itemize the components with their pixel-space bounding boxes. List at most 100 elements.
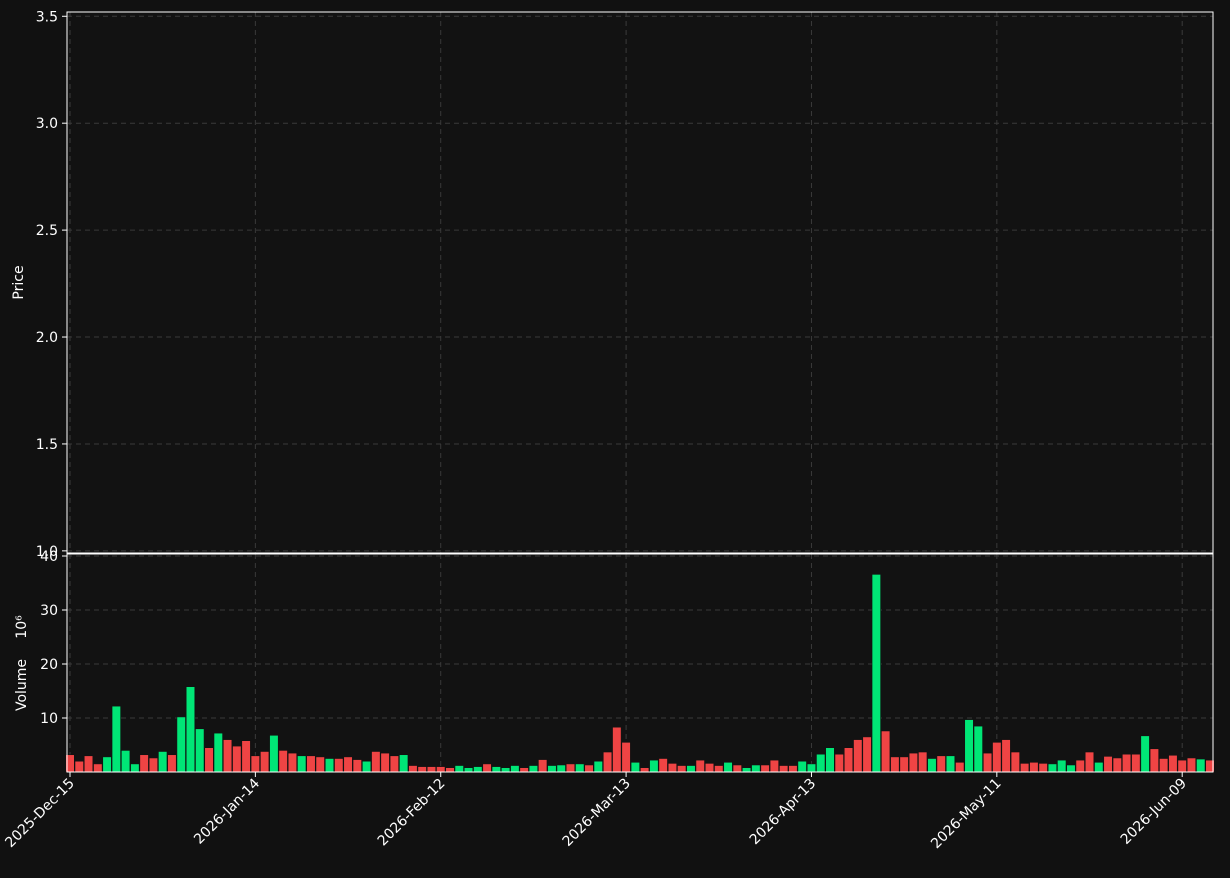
volume-bar	[1001, 739, 1011, 773]
volume-bar	[1112, 757, 1122, 773]
volume-bar	[121, 750, 131, 773]
volume-bar	[315, 756, 325, 773]
volume-bar	[287, 752, 298, 773]
volume-bar	[862, 736, 872, 773]
volume-bar	[463, 767, 474, 773]
volume-panel	[67, 554, 1213, 772]
volume-bar	[908, 752, 919, 773]
y-tick-label: 20	[40, 657, 58, 673]
volume-bar	[1168, 754, 1178, 773]
volume-bar	[278, 750, 288, 773]
volume-bar	[389, 755, 399, 773]
volume-bar	[899, 756, 909, 773]
volume-bar	[260, 751, 270, 773]
volume-bar	[1066, 764, 1076, 773]
volume-bar	[741, 767, 752, 773]
volume-bar	[945, 755, 956, 773]
volume-bar	[640, 767, 650, 773]
volume-bar	[408, 765, 418, 773]
volume-bar	[297, 755, 307, 773]
volume-bar	[695, 759, 705, 773]
y-tick-label: 2.5	[36, 223, 58, 239]
volume-bar	[176, 716, 186, 773]
volume-bar	[519, 767, 529, 773]
price-frame	[66, 11, 1214, 554]
volume-bar	[334, 758, 344, 773]
volume-bar	[1196, 758, 1206, 773]
volume-bar	[148, 757, 159, 773]
volume-bar	[704, 763, 715, 773]
volume-bar	[158, 751, 168, 773]
volume-bar	[834, 753, 844, 773]
volume-bar	[83, 755, 94, 773]
volume-bar	[361, 760, 372, 773]
volume-bar	[584, 764, 594, 773]
volume-bar	[769, 759, 779, 773]
volume-bar	[918, 751, 928, 773]
volume-bar	[436, 766, 446, 773]
y-tick-label: 2.0	[36, 330, 58, 346]
y-tick-label: 3.5	[36, 9, 58, 25]
y-tick-label: 40	[40, 549, 58, 565]
volume-bar	[111, 705, 121, 773]
volume-bar	[565, 763, 576, 773]
y-axis-label: Volume	[14, 659, 30, 711]
volume-bar	[130, 763, 140, 773]
volume-bar	[732, 764, 742, 773]
volume-bar	[612, 726, 622, 773]
y-tick-label: 10	[40, 711, 58, 727]
volume-bar	[380, 752, 390, 773]
y-tick-label: 3.0	[36, 116, 58, 132]
volume-bar	[890, 756, 900, 773]
volume-bar	[714, 765, 724, 773]
volume-bar	[528, 765, 539, 773]
volume-bar	[102, 756, 112, 773]
volume-bar	[843, 747, 854, 773]
volume-bar	[1047, 763, 1058, 773]
volume-bar	[658, 758, 668, 773]
volume-bar	[630, 761, 640, 773]
volume-bar	[1020, 763, 1030, 773]
y-axis-label: Price	[11, 265, 27, 299]
volume-bar	[816, 753, 826, 773]
volume-bar	[1140, 735, 1150, 773]
volume-bar	[343, 756, 353, 773]
volume-bar	[1038, 763, 1048, 773]
volume-bar	[556, 764, 566, 773]
volume-bar	[195, 728, 205, 773]
y-tick-label: 30	[40, 603, 58, 619]
volume-bar	[575, 763, 585, 773]
volume-bar	[779, 765, 789, 773]
volume-bar	[269, 734, 279, 773]
volume-bar	[927, 758, 937, 773]
volume-bar	[1131, 753, 1141, 773]
volume-bar	[417, 766, 427, 773]
volume-bar	[93, 763, 103, 773]
volume-bar	[213, 732, 223, 773]
volume-bar	[992, 741, 1002, 773]
volume-bar	[473, 766, 483, 773]
volume-bar	[602, 751, 613, 773]
volume-bar	[788, 765, 798, 773]
volume-bar	[1186, 757, 1197, 773]
volume-bar	[454, 765, 464, 773]
volume-bar	[352, 759, 362, 773]
volume-bar	[1149, 748, 1159, 773]
volume-bar	[167, 754, 177, 773]
volume-bar	[1159, 758, 1169, 773]
volume-bar	[1084, 751, 1095, 773]
volume-bar	[1121, 753, 1132, 773]
volume-bar	[74, 760, 84, 773]
volume-bar	[222, 739, 233, 773]
volume-bar	[232, 745, 242, 773]
volume-bar	[1103, 756, 1113, 773]
volume-bar	[501, 767, 511, 773]
volume-bar	[399, 754, 409, 773]
volume-bar	[241, 740, 251, 773]
y-tick-label: 1.5	[36, 437, 58, 453]
volume-bar	[1029, 761, 1039, 773]
volume-frame	[66, 553, 1214, 773]
volume-bar	[955, 761, 965, 773]
